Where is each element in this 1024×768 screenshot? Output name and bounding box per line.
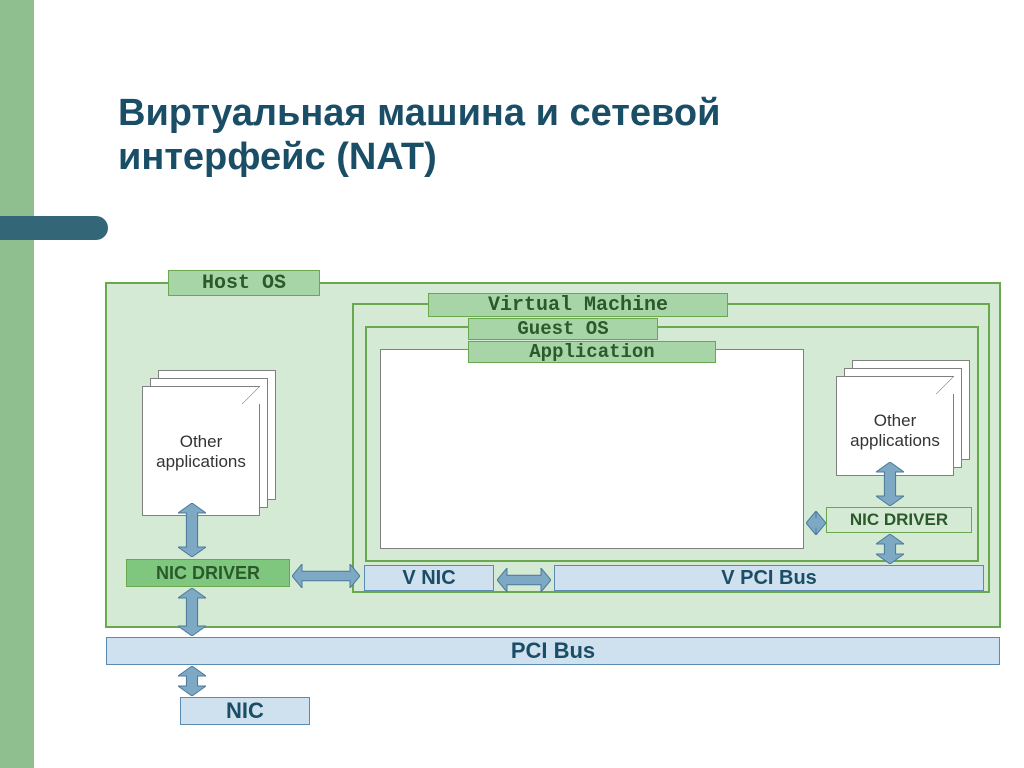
double-arrow-icon — [178, 666, 206, 696]
double-arrow-icon — [292, 564, 360, 588]
application-label: Application — [468, 341, 716, 363]
title-line-1: Виртуальная машина и сетевой — [118, 92, 720, 134]
v-pci-bus-label: V PCI Bus — [554, 565, 984, 591]
double-arrow-icon — [806, 511, 826, 535]
title-underline — [0, 216, 108, 240]
double-arrow-icon — [178, 588, 206, 636]
other-apps-host-stack: Otherapplications — [142, 370, 276, 516]
other-apps-host-text: Otherapplications — [142, 432, 260, 472]
other-apps-guest-text: Otherapplications — [836, 411, 954, 451]
double-arrow-icon — [876, 462, 904, 506]
v-nic-label: V NIC — [364, 565, 494, 591]
other-apps-guest-stack: Otherapplications — [836, 360, 970, 476]
pci-bus-label: PCI Bus — [106, 637, 1000, 665]
double-arrow-icon — [497, 568, 551, 592]
guest-os-label: Guest OS — [468, 318, 658, 340]
nic-driver-guest-label: NIC DRIVER — [826, 507, 972, 533]
double-arrow-icon — [178, 503, 206, 557]
double-arrow-icon — [876, 534, 904, 564]
nic-driver-host-label: NIC DRIVER — [126, 559, 290, 587]
host-os-label: Host OS — [168, 270, 320, 296]
side-accent-bar — [0, 0, 34, 768]
slide-title: Виртуальная машина и сетевой интерфейс (… — [118, 92, 720, 179]
application-box — [380, 349, 804, 549]
virtual-machine-label: Virtual Machine — [428, 293, 728, 317]
nic-label: NIC — [180, 697, 310, 725]
title-line-2: интерфейс (NAT) — [118, 136, 437, 178]
